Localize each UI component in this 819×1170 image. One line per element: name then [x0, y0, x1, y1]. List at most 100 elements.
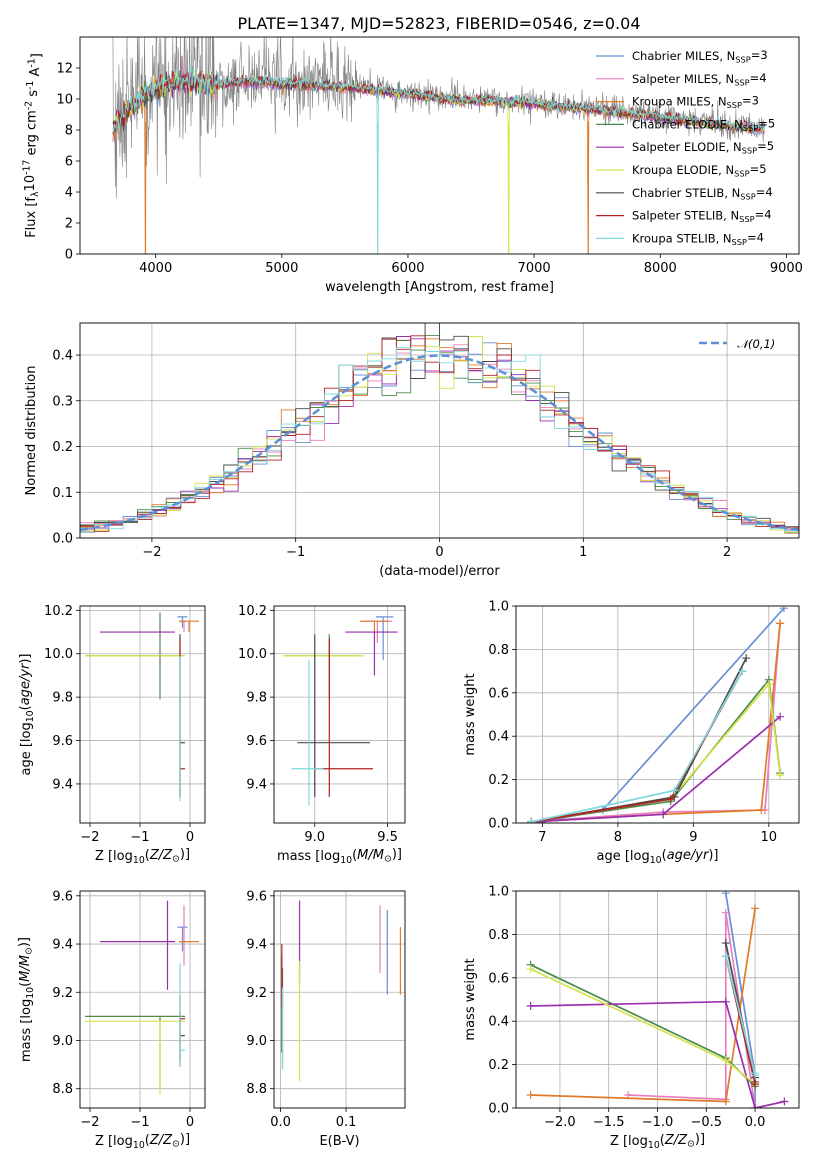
errorbar-kroupa-miles	[359, 620, 389, 633]
x-tick-label: 8	[614, 830, 622, 845]
superscript: -1	[25, 81, 36, 90]
label-text-span: (	[18, 705, 33, 710]
weight-marker-salpeter-elodie	[780, 1097, 789, 1106]
label-text-span: mass weight	[463, 958, 478, 1040]
y-axis-label: mass weight	[463, 958, 478, 1040]
legend-label-normal: 𝒩(0,1)	[737, 337, 775, 351]
y-tick-label: 0.1	[52, 486, 73, 501]
subscript: ⊙	[384, 854, 392, 865]
axes-residuals: −2 −1 0 1 2 0.0 0.1 0.2 0.3 0.4 (data-model)/error…	[24, 322, 800, 579]
weight-marker-salpeter-elodie	[776, 712, 785, 721]
x-axis-label: Z [log10​(Z/Z⊙​)]	[95, 847, 190, 866]
weight-marker-salpeter-elodie	[721, 997, 730, 1006]
errorbar-kroupa-elodie	[85, 1020, 185, 1094]
weight-line-chabrier-miles	[542, 607, 785, 823]
label-text-span: age/yr	[18, 662, 33, 705]
label-text-span: A	[28, 68, 43, 81]
y-tick-label: 0.8	[488, 643, 509, 658]
x-tick-label: 9000	[770, 261, 803, 276]
x-axis-label: wavelength [Angstrom, rest frame]	[325, 280, 554, 295]
label-text-span: (	[18, 982, 33, 987]
subscript: SSP	[732, 237, 747, 247]
y-tick-label: 10.2	[238, 604, 267, 619]
x-axis-label: age [log10​(age/yr)]	[596, 848, 718, 866]
errorbar-salpeter-stelib	[179, 638, 185, 797]
y-tick-label: 0.6	[488, 971, 509, 986]
label-text-span: Chabrier ELODIE, N	[632, 117, 743, 131]
x-tick-label: −1.5	[593, 1115, 625, 1130]
weight-line-kroupa-stelib	[530, 670, 744, 823]
errorbar-chabrier-stelib	[179, 634, 185, 797]
errorbar-salpeter-stelib	[314, 638, 373, 797]
y-tick-label: 0	[65, 248, 73, 263]
label-text-span: =4	[747, 230, 764, 244]
legend-label-kroupa-elodie: Kroupa ELODIE, NSSP​=5	[632, 162, 767, 178]
y-tick-label: 9.6	[52, 734, 73, 749]
errorbar-chabrier-miles	[177, 926, 188, 952]
weight-marker-kroupa-stelib	[670, 786, 679, 795]
label-text-span: Z/Z	[664, 1133, 688, 1148]
histogram-kroupa-stelib	[80, 347, 799, 538]
x-tick-label: 6000	[391, 261, 424, 276]
x-tick-label: 9.0	[304, 830, 325, 845]
label-text-span: Salpeter ELODIE, N	[632, 140, 742, 154]
y-tick-label: 2	[65, 217, 73, 232]
label-text-span: E(B-V)	[319, 1134, 359, 1149]
label-text-span: =5	[750, 162, 767, 176]
residual-legend: 𝒩(0,1)	[699, 337, 775, 351]
label-text-span: =3	[742, 94, 759, 108]
label-text-span: =5	[757, 139, 774, 153]
x-tick-label: 0	[435, 545, 443, 560]
errorbar-chabrier-stelib	[297, 634, 371, 797]
label-text-span: Chabrier MILES, N	[632, 49, 735, 63]
y-tick-label: 9.8	[52, 691, 73, 706]
x-tick-label: −1.0	[642, 1115, 674, 1130]
axes-age-weight: 7 8 9 10 0.0 0.2 0.4 0.6 0.8 1.0 age [log10​(age/y…	[463, 600, 800, 866]
superscript: -1	[27, 58, 38, 67]
y-tick-label: 9.2	[52, 986, 73, 1001]
x-tick-label: 8000	[644, 261, 677, 276]
x-tick-label: 0.1	[336, 1115, 357, 1130]
subscript: SSP	[743, 123, 758, 133]
y-axis-label: Flux [fλ​10-17​ erg cm-2​ s-1​ A-1​]	[22, 53, 45, 238]
subscript: 10	[650, 855, 662, 866]
y-tick-label: 10.0	[44, 647, 73, 662]
subscript: SSP	[739, 214, 754, 224]
label-text-span: )]	[695, 1132, 705, 1147]
errorbar-salpeter-stelib	[179, 994, 185, 1068]
label-text-span: M/M	[18, 955, 33, 982]
errorbar-salpeter-elodie	[100, 900, 175, 990]
label-text-span: =3	[751, 48, 768, 62]
label-text-span: )]	[180, 847, 190, 862]
figure-title: PLATE=1347, MJD=52823, FIBERID=0546, z=0…	[237, 14, 640, 33]
x-tick-label: −2	[80, 1115, 99, 1130]
subscript: SSP	[734, 77, 749, 87]
y-tick-label: 9.6	[52, 889, 73, 904]
errorbar-chabrier-elodie	[285, 634, 359, 700]
y-tick-label: 4	[65, 186, 73, 201]
x-tick-label: 9	[689, 830, 697, 845]
subscript: SSP	[727, 100, 742, 110]
legend-label-salpeter-elodie: Salpeter ELODIE, NSSP​=5	[632, 139, 774, 155]
weight-line-salpeter-miles	[628, 912, 756, 1108]
x-axis-label: mass [log10​(M/M⊙​)]	[277, 847, 402, 866]
subscript: ⊙	[687, 1139, 695, 1150]
x-tick-label: 9.5	[377, 830, 398, 845]
weight-marker-salpeter-stelib	[666, 795, 675, 804]
axes-frame	[273, 605, 406, 824]
x-axis-label: Z [log10​(Z/Z⊙​)]	[610, 1132, 705, 1151]
legend-label-salpeter-miles: Salpeter MILES, NSSP​=4	[632, 71, 767, 87]
label-text-span: 10	[23, 175, 38, 192]
label-text-span: Kroupa ELODIE, N	[632, 163, 734, 177]
legend-label-chabrier-stelib: Chabrier STELIB, NSSP​=4	[632, 185, 773, 201]
errorbar-kroupa-stelib	[179, 963, 185, 1068]
errorbar-kroupa-miles	[179, 620, 199, 633]
weight-marker-kroupa-miles	[526, 1090, 535, 1099]
x-tick-label: −1	[286, 545, 305, 560]
weight-marker-kroupa-stelib	[527, 817, 536, 823]
y-tick-label: 0.3	[52, 394, 73, 409]
x-tick-label: −2.0	[544, 1115, 576, 1130]
y-tick-label: 0.2	[488, 1058, 509, 1073]
y-tick-label: 1.0	[488, 885, 509, 900]
subscript: ⊙	[172, 854, 180, 865]
